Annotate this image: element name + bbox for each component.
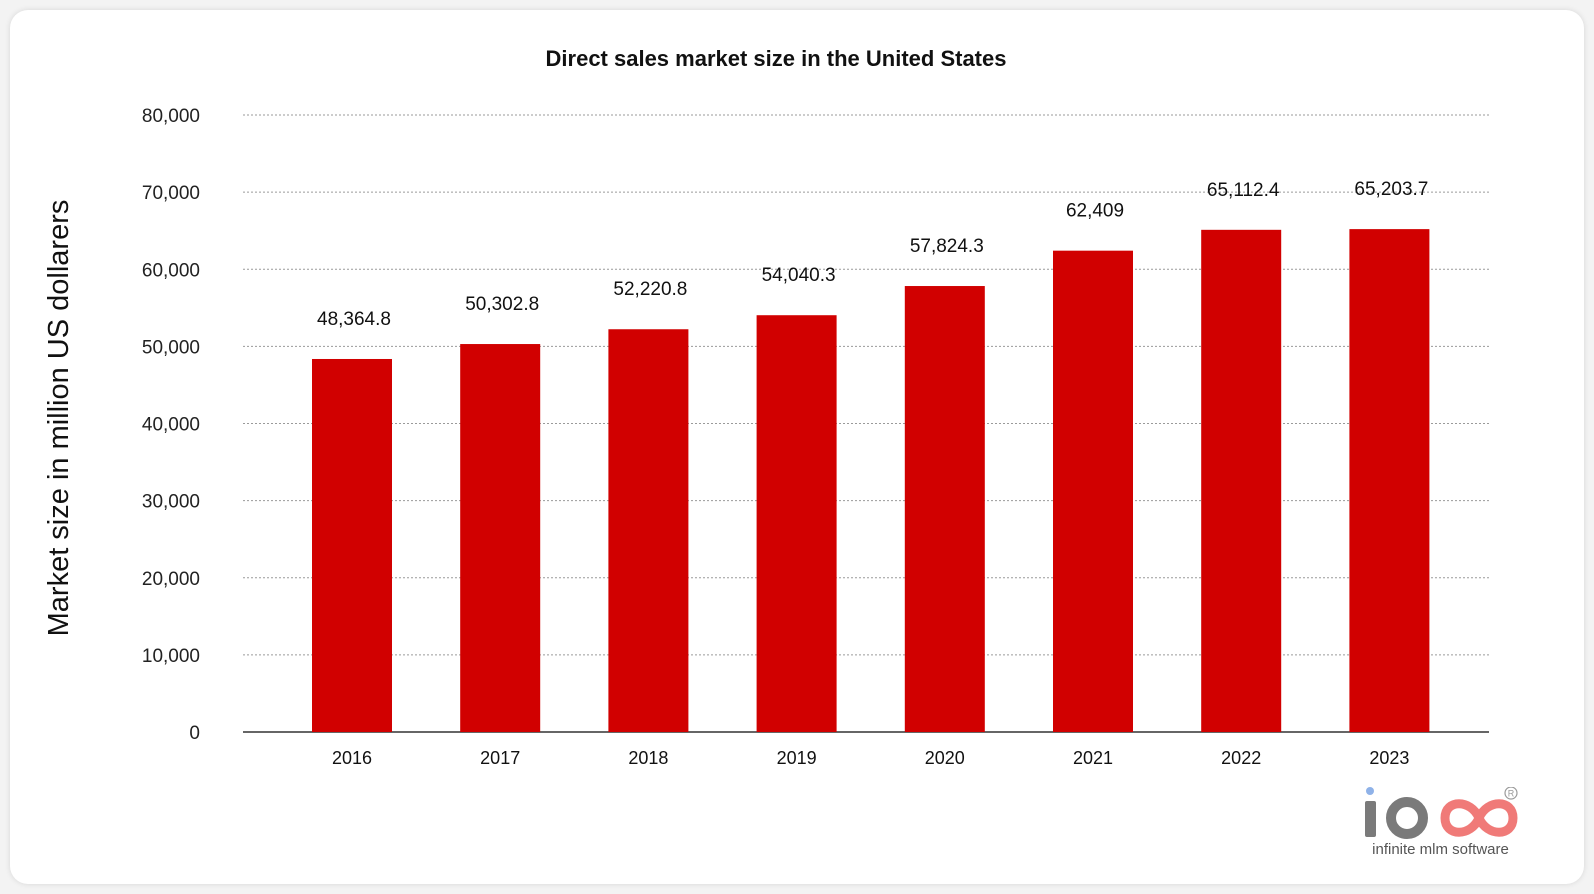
x-tick-label: 2023 (1369, 748, 1409, 768)
y-tick-label: 60,000 (142, 260, 200, 281)
y-tick-label: 70,000 (142, 183, 200, 204)
chart-title: Direct sales market size in the United S… (546, 46, 1007, 71)
y-tick-label: 30,000 (142, 492, 200, 513)
data-label: 50,302.8 (465, 294, 539, 315)
x-tick-label: 2020 (925, 748, 965, 768)
x-tick-label: 2021 (1073, 748, 1113, 768)
x-tick-label: 2016 (332, 748, 372, 768)
x-tick-label: 2018 (628, 748, 668, 768)
y-tick-label: 40,000 (142, 415, 200, 436)
data-label: 65,203.7 (1354, 179, 1428, 200)
company-logo: R infinite mlm software (1353, 786, 1543, 867)
bar (312, 358, 392, 732)
y-tick-label: 0 (189, 723, 200, 744)
y-tick-label: 50,000 (142, 337, 200, 358)
bar-chart: Direct sales market size in the United S… (43, 46, 1489, 768)
data-label: 52,220.8 (613, 279, 687, 300)
data-label: 62,409 (1066, 201, 1124, 222)
y-tick-label: 10,000 (142, 646, 200, 667)
x-tick-label: 2022 (1221, 748, 1261, 768)
bar (756, 315, 837, 732)
x-tick-label: 2017 (480, 748, 520, 768)
logo-mark-icon: R (1365, 786, 1518, 839)
y-axis-title: Market size in million US dollarers (43, 200, 75, 637)
y-tick-label: 80,000 (142, 106, 200, 127)
data-label: 65,112.4 (1207, 180, 1280, 201)
bar (904, 286, 985, 732)
x-tick-label: 2019 (777, 748, 817, 768)
logo-tagline: infinite mlm software (1372, 841, 1509, 858)
y-tick-label: 20,000 (142, 569, 200, 590)
data-label: 48,364.8 (317, 309, 391, 330)
data-label: 54,040.3 (762, 265, 836, 286)
bar (460, 344, 541, 732)
chart-card: Direct sales market size in the United S… (10, 10, 1584, 884)
svg-text:R: R (1508, 789, 1515, 799)
bar (1201, 229, 1282, 732)
bar (1053, 250, 1133, 732)
data-label: 57,824.3 (910, 236, 984, 257)
bar (608, 329, 689, 732)
bar (1349, 229, 1430, 733)
